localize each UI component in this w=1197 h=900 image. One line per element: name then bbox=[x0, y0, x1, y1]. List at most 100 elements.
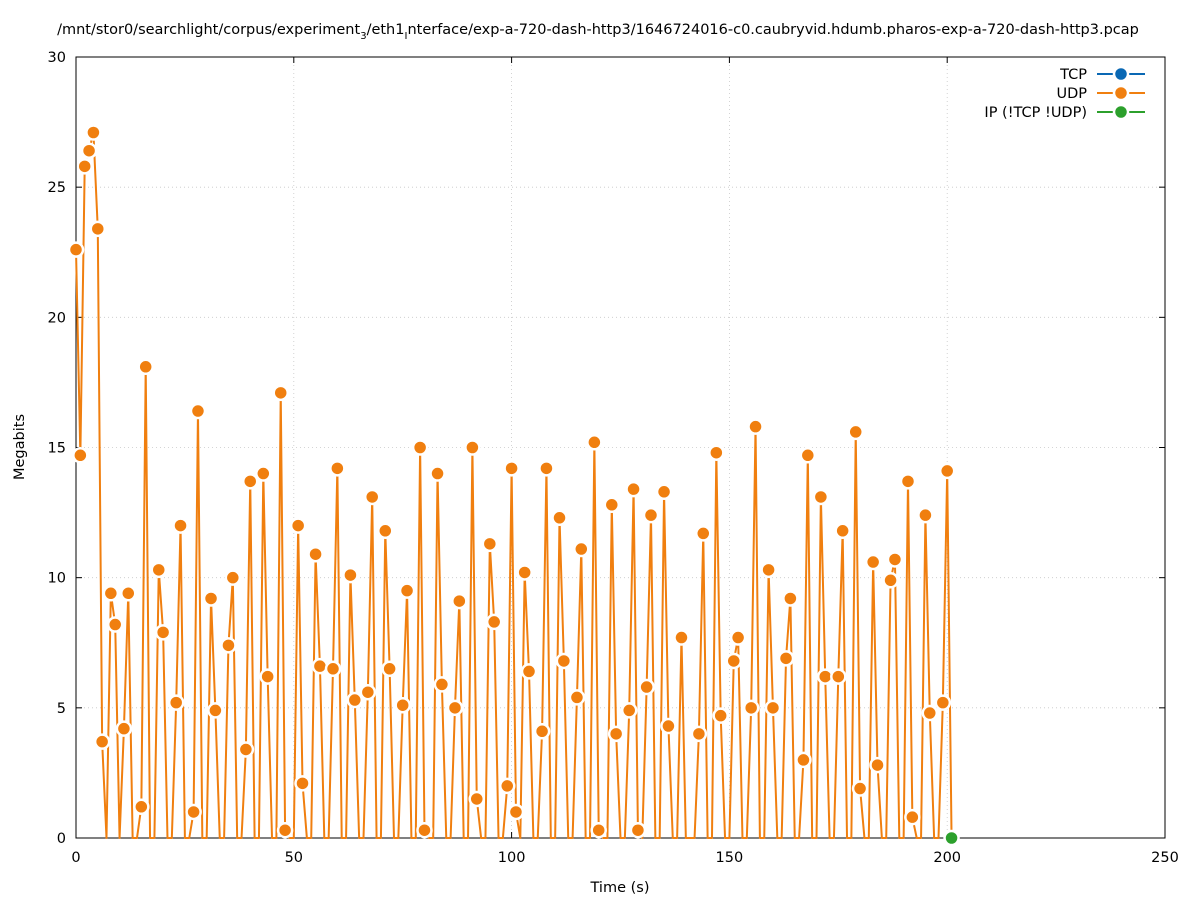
legend-marker bbox=[1112, 103, 1130, 121]
data-point bbox=[102, 585, 120, 602]
series-line bbox=[75, 131, 953, 839]
data-point bbox=[398, 582, 416, 599]
data-point bbox=[185, 803, 202, 821]
data-point bbox=[642, 506, 660, 524]
data-point bbox=[729, 629, 747, 646]
data-point bbox=[851, 780, 869, 797]
data-point bbox=[538, 460, 555, 477]
data-point bbox=[411, 439, 429, 456]
data-point bbox=[381, 660, 398, 678]
data-point bbox=[830, 668, 847, 685]
data-point bbox=[620, 702, 638, 719]
data-point bbox=[481, 535, 499, 553]
data-point bbox=[655, 483, 673, 501]
data-point bbox=[782, 590, 799, 607]
data-point bbox=[834, 522, 851, 540]
data-point bbox=[764, 699, 782, 717]
data-point bbox=[904, 808, 921, 826]
data-point bbox=[272, 384, 289, 402]
data-point bbox=[76, 158, 93, 175]
x-tick-label: 150 bbox=[716, 850, 744, 866]
data-point bbox=[394, 696, 411, 714]
data-point bbox=[708, 444, 725, 461]
data-point bbox=[363, 488, 381, 506]
data-point bbox=[725, 652, 743, 670]
data-point bbox=[464, 439, 481, 456]
series-layer bbox=[67, 124, 960, 847]
data-point bbox=[67, 241, 85, 258]
data-point bbox=[289, 517, 307, 534]
data-point bbox=[189, 402, 207, 420]
y-tick-label: 20 bbox=[48, 310, 66, 326]
data-point bbox=[433, 676, 451, 693]
data-point bbox=[202, 590, 220, 607]
data-point bbox=[573, 540, 590, 558]
data-point bbox=[80, 142, 98, 159]
data-point bbox=[377, 522, 394, 540]
data-point bbox=[429, 465, 446, 482]
legend-marker bbox=[1112, 65, 1130, 83]
data-point bbox=[85, 124, 102, 141]
data-point bbox=[777, 650, 795, 667]
data-point bbox=[921, 704, 939, 722]
series-udp bbox=[67, 124, 956, 839]
legend-item: UDP bbox=[1056, 84, 1145, 102]
data-point bbox=[747, 418, 764, 435]
data-point bbox=[533, 723, 551, 740]
data-point bbox=[241, 473, 259, 490]
data-point bbox=[943, 829, 960, 847]
data-point bbox=[673, 629, 690, 646]
data-point bbox=[237, 741, 255, 758]
y-tick-label: 15 bbox=[48, 441, 66, 457]
legend-item: IP (!TCP !UDP) bbox=[984, 103, 1145, 121]
legend-label: TCP bbox=[1059, 67, 1087, 83]
legend-label: UDP bbox=[1056, 86, 1087, 102]
data-point bbox=[934, 694, 952, 711]
data-point bbox=[120, 585, 137, 602]
data-point bbox=[555, 652, 573, 670]
data-point bbox=[503, 460, 520, 477]
data-point bbox=[485, 613, 503, 631]
data-point bbox=[259, 668, 276, 685]
data-point bbox=[137, 358, 154, 376]
data-point bbox=[150, 561, 168, 579]
data-point bbox=[133, 798, 150, 816]
data-point bbox=[603, 496, 621, 514]
legend-marker bbox=[1112, 84, 1130, 102]
data-point bbox=[899, 473, 917, 490]
data-point bbox=[307, 545, 324, 563]
y-tick-label: 25 bbox=[48, 180, 66, 196]
data-point bbox=[220, 637, 237, 654]
x-tick-label: 200 bbox=[933, 850, 961, 866]
data-point bbox=[690, 725, 708, 743]
data-point bbox=[294, 775, 311, 792]
data-point bbox=[812, 488, 830, 506]
data-point bbox=[590, 821, 607, 839]
data-point bbox=[847, 423, 864, 441]
data-point bbox=[586, 434, 603, 451]
y-axis-label: Megabits bbox=[12, 414, 28, 480]
data-point bbox=[625, 480, 642, 498]
legend: TCP UDP IP (!TCP !UDP) bbox=[984, 65, 1145, 121]
data-point bbox=[869, 756, 886, 774]
x-tick-label: 50 bbox=[285, 850, 303, 866]
data-point bbox=[329, 460, 346, 477]
data-point bbox=[568, 689, 586, 706]
data-point bbox=[359, 683, 377, 701]
data-point bbox=[154, 624, 172, 641]
legend-label: IP (!TCP !UDP) bbox=[984, 105, 1087, 121]
data-point bbox=[255, 465, 272, 482]
data-point bbox=[89, 220, 107, 238]
data-point bbox=[342, 566, 359, 584]
data-point bbox=[551, 509, 568, 527]
data-point bbox=[72, 447, 89, 464]
data-point bbox=[451, 592, 468, 610]
data-point bbox=[695, 525, 712, 542]
y-tick-label: 5 bbox=[57, 701, 66, 717]
y-tick-label: 10 bbox=[48, 571, 66, 587]
x-tick-label: 100 bbox=[498, 850, 526, 866]
data-point bbox=[864, 553, 882, 571]
x-tick-label: 250 bbox=[1151, 850, 1179, 866]
data-point bbox=[115, 720, 133, 737]
data-point bbox=[799, 447, 817, 464]
